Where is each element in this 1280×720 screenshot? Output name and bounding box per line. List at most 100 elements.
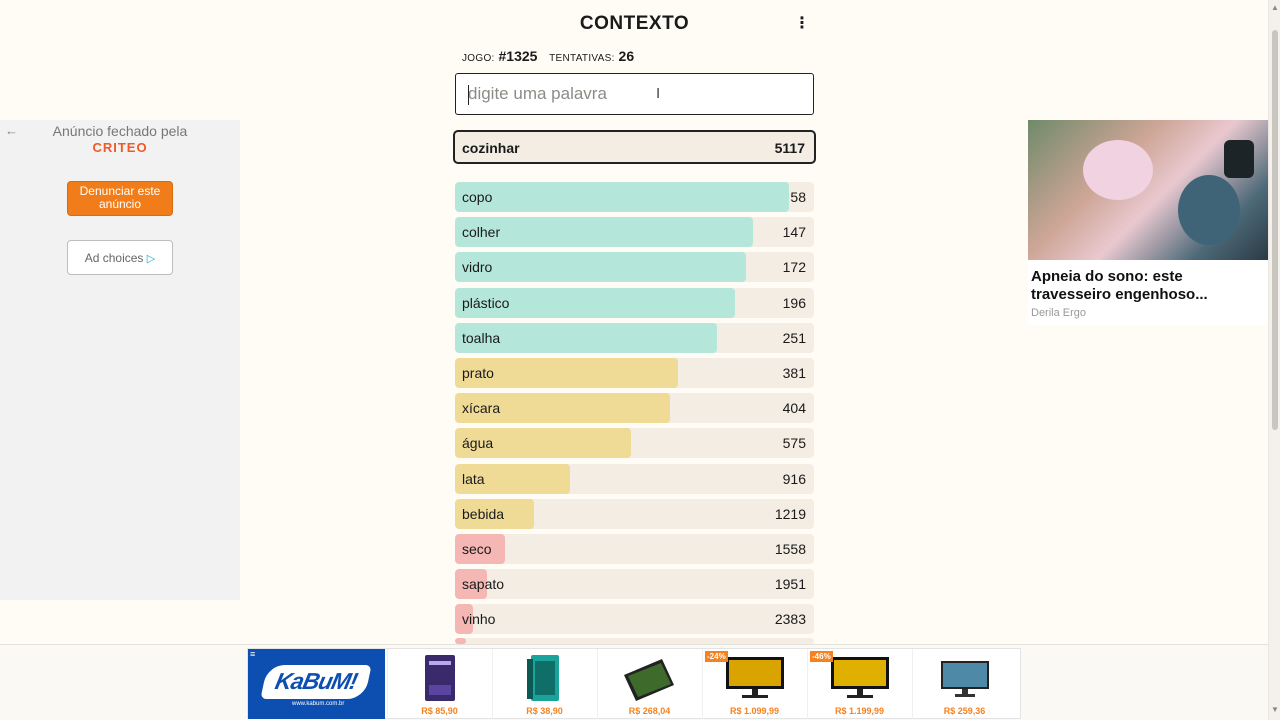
guess-word: vidro	[462, 259, 493, 276]
guess-word: bebida	[462, 505, 505, 522]
product-price: R$ 259,36	[943, 706, 986, 716]
product-price: R$ 268,04	[628, 706, 671, 716]
guess-rank: 1558	[774, 540, 806, 557]
guess-row: colher 147	[455, 217, 814, 248]
product-tile[interactable]: R$ 85,90	[387, 649, 491, 719]
guess-word: copo	[462, 189, 493, 205]
discount-badge: -46%	[810, 651, 833, 662]
ad-closed-text: Anúncio fechado pela	[52, 123, 188, 139]
guess-rank: 404	[782, 400, 806, 417]
guess-row: água 575	[455, 428, 814, 459]
guess-word: lata	[462, 470, 485, 487]
similarity-bar	[455, 569, 488, 600]
similarity-bar	[455, 393, 671, 424]
guess-rank: 2383	[774, 611, 806, 628]
guess-row: xícara 404	[455, 393, 814, 424]
kabum-logo: KaBuM!	[272, 668, 360, 694]
product-image	[423, 655, 457, 706]
guess-word: seco	[462, 540, 492, 557]
similarity-bar	[455, 217, 753, 248]
guess-row: lata 916	[455, 463, 814, 494]
ad-advertiser: Derila Ergo	[1031, 307, 1087, 319]
guess-word: toalha	[462, 329, 501, 346]
guess-rank: 381	[782, 364, 806, 381]
similarity-bar	[455, 604, 473, 635]
scroll-down-icon[interactable]: ▼	[1271, 705, 1279, 714]
product-tile[interactable]: R$ 259,36	[912, 649, 1016, 719]
product-price: R$ 38,90	[526, 706, 563, 716]
similarity-bar	[455, 533, 506, 564]
guess-rank: 575	[782, 435, 806, 452]
guess-rank: 147	[782, 224, 806, 241]
similarity-bar	[455, 182, 789, 212]
guess-word: xícara	[462, 400, 501, 417]
attempts-count: 26	[618, 48, 635, 64]
similarity-bar	[455, 463, 570, 494]
search-box[interactable]: I	[455, 73, 814, 115]
current-guess-word: cozinhar	[462, 140, 520, 156]
ad-choices-icon: ▷	[146, 253, 156, 265]
guess-row-cutoff	[455, 638, 814, 645]
guess-row: sapato 1951	[455, 569, 814, 600]
product-tile[interactable]: -46% R$ 1.199,99	[807, 649, 911, 719]
text-caret	[468, 85, 469, 105]
guess-rank: 58	[790, 189, 806, 205]
page-title: CONTEXTO	[579, 13, 690, 34]
guess-rank: 196	[782, 294, 806, 311]
vertical-scrollbar[interactable]: ▲ ▼	[1268, 0, 1280, 720]
report-ad-button[interactable]: Denunciar este anúncio	[67, 181, 173, 216]
guess-row: seco 1558	[455, 533, 814, 564]
guess-list: copo 58 colher 147 vidro 172 plástico 196 toalha…	[455, 182, 814, 650]
game-stats: JOGO: #1325 TENTATIVAS: 26	[462, 48, 634, 64]
guess-row: copo 58	[455, 182, 814, 212]
guess-word: colher	[462, 224, 501, 241]
similarity-bar	[455, 498, 534, 529]
product-image	[526, 655, 563, 706]
discount-badge: -24%	[705, 651, 728, 662]
right-ad-card[interactable]: Apneia do sono: este travesseiro engenho…	[1028, 120, 1268, 325]
game-label: JOGO:	[462, 53, 495, 64]
product-price: R$ 1.199,99	[834, 706, 885, 716]
game-number: #1325	[498, 48, 538, 64]
back-arrow-icon[interactable]: ←	[5, 123, 18, 138]
guess-word: plástico	[462, 294, 510, 311]
kabum-url: www.kabum.com.br	[292, 701, 345, 707]
ad-menu-icon[interactable]: ≡	[250, 649, 256, 659]
ad-choices-label: Ad choices	[84, 251, 144, 265]
guess-row: toalha 251	[455, 322, 814, 353]
similarity-bar	[455, 322, 718, 353]
similarity-bar	[455, 357, 678, 388]
product-price: R$ 1.099,99	[729, 706, 780, 716]
word-input[interactable]	[456, 74, 813, 114]
guess-rank: 1219	[774, 505, 806, 522]
product-image	[939, 655, 991, 706]
guess-word: água	[462, 435, 494, 452]
product-image	[829, 655, 891, 706]
guess-word: sapato	[462, 576, 505, 593]
similarity-bar	[455, 287, 736, 318]
ibeam-cursor-icon: I	[656, 85, 661, 102]
kabum-logo-block[interactable]: ≡ KaBuM! www.kabum.com.br	[248, 649, 385, 719]
guess-rank: 251	[782, 329, 806, 346]
similarity-bar	[455, 252, 746, 283]
kabum-banner[interactable]: ≡ KaBuM! www.kabum.com.br R$ 85,90 R$ 38,…	[247, 648, 1021, 719]
current-guess-row: cozinhar 5117	[453, 130, 816, 164]
guess-rank: 916	[782, 470, 806, 487]
product-tile[interactable]: R$ 38,90	[492, 649, 596, 719]
left-ad-panel: ← Anúncio fechado pela CRITEO Denunciar …	[0, 120, 240, 600]
guess-row: plástico 196	[455, 287, 814, 318]
guess-row: vinho 2383	[455, 604, 814, 635]
current-guess-rank: 5117	[774, 140, 805, 156]
kebab-menu-icon[interactable]: ⋮	[794, 15, 810, 32]
product-image	[622, 655, 678, 706]
product-tile[interactable]: R$ 268,04	[597, 649, 701, 719]
guess-row: prato 381	[455, 357, 814, 388]
similarity-bar	[455, 428, 631, 459]
scrollbar-thumb[interactable]	[1272, 30, 1278, 430]
guess-word: prato	[462, 364, 494, 381]
ad-photo	[1028, 120, 1268, 260]
scroll-up-icon[interactable]: ▲	[1271, 3, 1279, 12]
ad-choices-button[interactable]: Ad choices ▷	[67, 240, 173, 275]
product-tile[interactable]: -24% R$ 1.099,99	[702, 649, 806, 719]
guess-rank: 1951	[774, 576, 806, 593]
